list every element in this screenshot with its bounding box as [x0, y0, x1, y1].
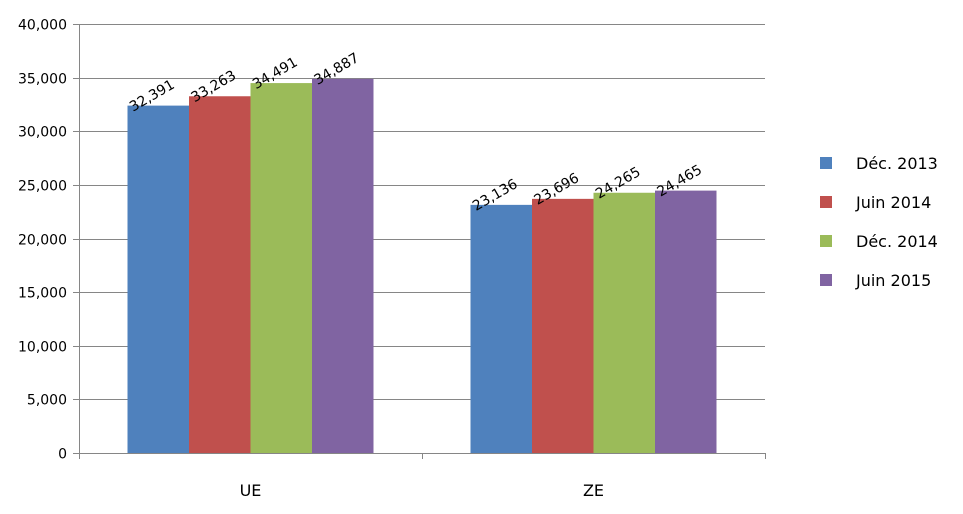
- legend-label: Déc. 2014: [856, 232, 938, 251]
- legend-swatch: [820, 235, 832, 247]
- bar: [189, 96, 251, 453]
- legend-label: Juin 2015: [855, 271, 931, 290]
- legend-label: Juin 2014: [855, 193, 931, 212]
- bar: [250, 83, 312, 454]
- bar: [312, 78, 374, 454]
- legend-swatch: [820, 157, 832, 169]
- y-tick-label: 0: [58, 447, 67, 463]
- legend: Déc. 2013 Juin 2014 Déc. 2014 Juin 2015: [820, 154, 938, 290]
- bar: [593, 192, 655, 453]
- legend-swatch: [820, 196, 832, 208]
- y-tick-label: 5,000: [27, 393, 67, 409]
- y-tick-label: 20,000: [18, 233, 67, 249]
- y-tick-label: 25,000: [18, 179, 67, 195]
- bar: [127, 105, 189, 454]
- y-tick-label: 15,000: [18, 286, 67, 302]
- y-tick-label: 35,000: [18, 72, 67, 88]
- legend-label: Déc. 2013: [856, 154, 938, 173]
- legend-swatch: [820, 274, 832, 286]
- category-label: ZE: [583, 481, 604, 500]
- bar: [532, 198, 594, 453]
- bar: [655, 190, 717, 454]
- y-tick-label: 10,000: [18, 340, 67, 356]
- y-tick-label: 40,000: [18, 18, 67, 34]
- y-axis-ticks: 0 5,000 10,000 15,000 20,000 25,000 30,000 35,0…: [18, 18, 67, 463]
- bar: [470, 204, 532, 453]
- category-label: UE: [240, 481, 262, 500]
- x-axis-categories: UE ZE: [240, 481, 604, 500]
- bars: [127, 78, 717, 454]
- y-tick-label: 30,000: [18, 125, 67, 141]
